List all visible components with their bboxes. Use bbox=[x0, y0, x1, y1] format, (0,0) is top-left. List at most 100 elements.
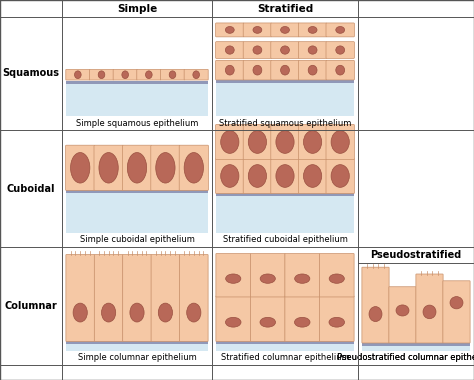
FancyBboxPatch shape bbox=[216, 253, 251, 297]
Bar bbox=[66, 190, 208, 193]
FancyBboxPatch shape bbox=[151, 145, 180, 190]
FancyBboxPatch shape bbox=[285, 296, 319, 341]
Ellipse shape bbox=[225, 46, 234, 54]
Ellipse shape bbox=[98, 71, 105, 79]
FancyBboxPatch shape bbox=[179, 145, 209, 190]
FancyBboxPatch shape bbox=[443, 281, 470, 343]
FancyBboxPatch shape bbox=[271, 60, 299, 80]
FancyBboxPatch shape bbox=[271, 42, 299, 59]
Ellipse shape bbox=[221, 165, 239, 187]
Ellipse shape bbox=[225, 27, 234, 33]
Text: Stratified: Stratified bbox=[257, 3, 313, 14]
Ellipse shape bbox=[253, 46, 262, 54]
FancyBboxPatch shape bbox=[216, 42, 244, 59]
Text: Pseudostratified columnar epithelium: Pseudostratified columnar epithelium bbox=[337, 353, 474, 363]
Ellipse shape bbox=[336, 27, 345, 33]
Bar bbox=[66, 341, 208, 344]
FancyBboxPatch shape bbox=[243, 23, 272, 37]
Ellipse shape bbox=[260, 274, 275, 283]
FancyBboxPatch shape bbox=[250, 296, 285, 341]
Ellipse shape bbox=[71, 152, 90, 183]
Ellipse shape bbox=[281, 46, 290, 54]
Ellipse shape bbox=[128, 152, 146, 183]
Ellipse shape bbox=[253, 65, 262, 75]
FancyBboxPatch shape bbox=[389, 287, 416, 343]
Text: Simple squamous epithelium: Simple squamous epithelium bbox=[76, 119, 198, 128]
Ellipse shape bbox=[369, 307, 382, 321]
Text: Stratified columnar epithelium: Stratified columnar epithelium bbox=[220, 353, 349, 363]
Bar bbox=[362, 342, 470, 346]
FancyBboxPatch shape bbox=[299, 42, 327, 59]
FancyBboxPatch shape bbox=[94, 145, 123, 190]
Ellipse shape bbox=[156, 152, 175, 183]
FancyBboxPatch shape bbox=[326, 42, 355, 59]
Ellipse shape bbox=[221, 131, 239, 154]
Bar bbox=[216, 344, 354, 351]
FancyBboxPatch shape bbox=[243, 60, 272, 80]
FancyBboxPatch shape bbox=[216, 158, 244, 193]
Ellipse shape bbox=[248, 165, 266, 187]
Ellipse shape bbox=[146, 71, 152, 79]
FancyBboxPatch shape bbox=[216, 296, 251, 341]
FancyBboxPatch shape bbox=[137, 70, 161, 80]
Ellipse shape bbox=[169, 71, 176, 79]
Ellipse shape bbox=[276, 131, 294, 154]
Ellipse shape bbox=[336, 65, 345, 75]
FancyBboxPatch shape bbox=[216, 23, 244, 37]
Ellipse shape bbox=[396, 305, 409, 316]
Text: Simple columnar epithelium: Simple columnar epithelium bbox=[78, 353, 196, 363]
FancyBboxPatch shape bbox=[299, 125, 327, 160]
FancyBboxPatch shape bbox=[271, 23, 299, 37]
FancyBboxPatch shape bbox=[326, 158, 355, 193]
FancyBboxPatch shape bbox=[319, 253, 354, 297]
Ellipse shape bbox=[303, 165, 322, 187]
Bar bbox=[66, 344, 208, 351]
FancyBboxPatch shape bbox=[271, 125, 299, 160]
Ellipse shape bbox=[99, 152, 118, 183]
Bar bbox=[216, 341, 354, 344]
Ellipse shape bbox=[281, 65, 290, 75]
Text: Cuboidal: Cuboidal bbox=[7, 184, 55, 193]
FancyBboxPatch shape bbox=[243, 42, 272, 59]
Ellipse shape bbox=[329, 274, 344, 283]
Ellipse shape bbox=[253, 27, 262, 33]
Bar bbox=[66, 81, 208, 116]
Ellipse shape bbox=[329, 317, 345, 327]
FancyBboxPatch shape bbox=[326, 23, 355, 37]
FancyBboxPatch shape bbox=[285, 253, 319, 297]
FancyBboxPatch shape bbox=[299, 158, 327, 193]
FancyBboxPatch shape bbox=[326, 60, 355, 80]
Text: Columnar: Columnar bbox=[5, 301, 57, 311]
FancyBboxPatch shape bbox=[94, 255, 123, 341]
Ellipse shape bbox=[308, 65, 317, 75]
FancyBboxPatch shape bbox=[216, 125, 244, 160]
Ellipse shape bbox=[130, 303, 144, 322]
Bar bbox=[216, 79, 354, 82]
Ellipse shape bbox=[336, 46, 345, 54]
FancyBboxPatch shape bbox=[243, 158, 272, 193]
FancyBboxPatch shape bbox=[250, 253, 285, 297]
Text: Squamous: Squamous bbox=[2, 68, 60, 79]
Bar bbox=[66, 193, 208, 233]
Ellipse shape bbox=[294, 317, 310, 327]
FancyBboxPatch shape bbox=[122, 145, 152, 190]
Ellipse shape bbox=[225, 65, 234, 75]
Ellipse shape bbox=[276, 165, 294, 187]
FancyBboxPatch shape bbox=[161, 70, 184, 80]
FancyBboxPatch shape bbox=[123, 255, 151, 341]
Text: Pseudostratified columnar epithelium: Pseudostratified columnar epithelium bbox=[337, 353, 474, 363]
Ellipse shape bbox=[331, 165, 349, 187]
FancyBboxPatch shape bbox=[299, 60, 327, 80]
Text: Simple cuboidal epithelium: Simple cuboidal epithelium bbox=[80, 236, 194, 244]
FancyBboxPatch shape bbox=[243, 125, 272, 160]
Ellipse shape bbox=[226, 317, 241, 327]
Bar bbox=[216, 193, 354, 196]
Ellipse shape bbox=[248, 131, 266, 154]
Ellipse shape bbox=[73, 303, 87, 322]
Bar bbox=[66, 81, 208, 84]
Ellipse shape bbox=[74, 71, 81, 79]
FancyBboxPatch shape bbox=[66, 70, 90, 80]
Ellipse shape bbox=[331, 131, 349, 154]
Text: Stratified squamous epithelium: Stratified squamous epithelium bbox=[219, 119, 351, 128]
Ellipse shape bbox=[184, 152, 203, 183]
